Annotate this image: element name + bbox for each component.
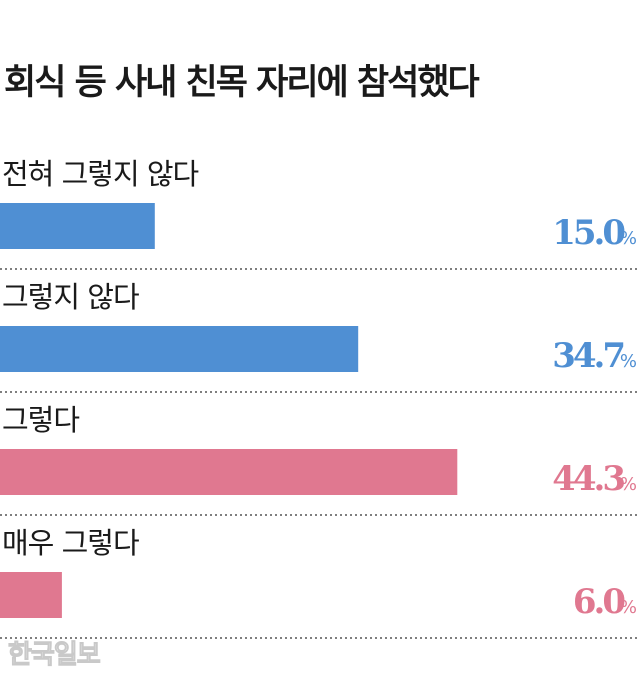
bar (0, 572, 62, 618)
value-unit: % (620, 474, 637, 495)
value-label: 6.0 (573, 582, 625, 622)
value-label: 34.7 (552, 336, 623, 376)
bar (0, 203, 155, 249)
value-unit: % (620, 597, 637, 618)
bar (0, 449, 458, 495)
category-label: 그렇다 (2, 403, 79, 437)
category-label: 매우 그렇다 (2, 526, 139, 560)
category-label: 전혀 그렇지 않다 (2, 157, 199, 191)
value-unit: % (620, 351, 637, 372)
chart-title: 회식 등 사내 친목 자리에 참석했다 (4, 63, 480, 103)
value-label: 15.0 (552, 213, 625, 253)
source-logo: 한국일보 (8, 640, 102, 671)
bar (0, 326, 359, 372)
category-label: 그렇지 않다 (2, 280, 139, 314)
value-unit: % (620, 228, 637, 249)
value-label: 44.3 (552, 459, 624, 499)
